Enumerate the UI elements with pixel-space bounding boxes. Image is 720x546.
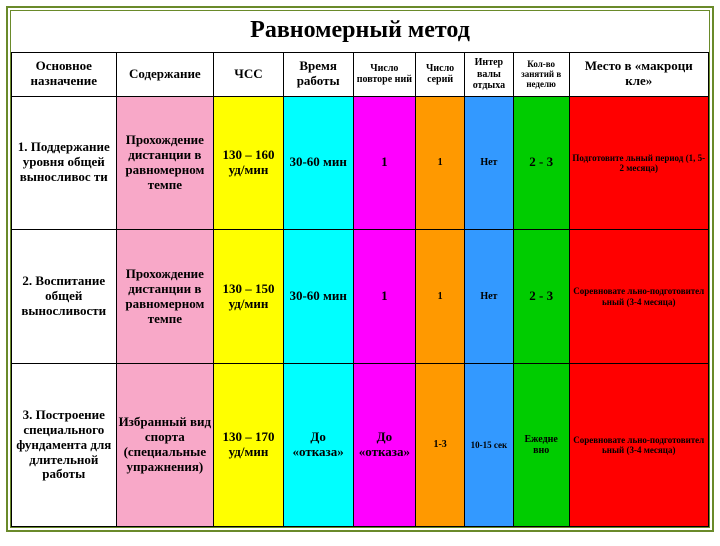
cell-content: Прохождение дистанции в равномерном темп…: [116, 96, 214, 230]
outer-frame: Равномерный метод Основное назначение Со…: [6, 6, 714, 532]
col-worktime: Время работы: [283, 53, 353, 97]
col-rest: Интер валы отдыха: [465, 53, 514, 97]
cell-reps: 1: [353, 230, 416, 364]
cell-time: 30-60 мин: [283, 230, 353, 364]
cell-purpose: 2. Воспитание общей выносливости: [12, 230, 117, 364]
cell-hr: 130 – 160 уд/мин: [214, 96, 284, 230]
cell-macro: Соревновате льно-подготовител ьный (3-4 …: [569, 364, 708, 527]
cell-perweek: Ежедне вно: [513, 364, 569, 527]
header-row: Основное назначение Содержание ЧСС Время…: [12, 53, 709, 97]
table-row: 2. Воспитание общей выносливости Прохожд…: [12, 230, 709, 364]
col-hr: ЧСС: [214, 53, 284, 97]
cell-reps: 1: [353, 96, 416, 230]
cell-hr: 130 – 170 уд/мин: [214, 364, 284, 527]
cell-macro: Соревновате льно-подготовител ьный (3-4 …: [569, 230, 708, 364]
cell-rest: Нет: [465, 96, 514, 230]
col-series: Число серий: [416, 53, 465, 97]
cell-time: 30-60 мин: [283, 96, 353, 230]
cell-content: Избранный вид спорта (специальные упражн…: [116, 364, 214, 527]
inner-frame: Равномерный метод Основное назначение Со…: [10, 10, 710, 528]
cell-series: 1-3: [416, 364, 465, 527]
cell-series: 1: [416, 230, 465, 364]
col-macro: Место в «макроци кле»: [569, 53, 708, 97]
cell-purpose: 1. Поддержание уровня общей выносливос т…: [12, 96, 117, 230]
cell-series: 1: [416, 96, 465, 230]
col-purpose: Основное назначение: [12, 53, 117, 97]
cell-perweek: 2 - 3: [513, 230, 569, 364]
page-title: Равномерный метод: [11, 11, 709, 52]
col-reps: Число повторе ний: [353, 53, 416, 97]
method-table: Основное назначение Содержание ЧСС Время…: [11, 52, 709, 527]
cell-purpose: 3. Построение специального фундамента дл…: [12, 364, 117, 527]
cell-hr: 130 – 150 уд/мин: [214, 230, 284, 364]
cell-time: До «отказа»: [283, 364, 353, 527]
cell-rest: 10-15 сек: [465, 364, 514, 527]
cell-perweek: 2 - 3: [513, 96, 569, 230]
cell-reps: До «отказа»: [353, 364, 416, 527]
cell-rest: Нет: [465, 230, 514, 364]
col-content: Содержание: [116, 53, 214, 97]
table-row: 3. Построение специального фундамента дл…: [12, 364, 709, 527]
col-perweek: Кол-во занятий в неделю: [513, 53, 569, 97]
table-row: 1. Поддержание уровня общей выносливос т…: [12, 96, 709, 230]
cell-macro: Подготовите льный период (1, 5-2 месяца): [569, 96, 708, 230]
cell-content: Прохождение дистанции в равномерном темп…: [116, 230, 214, 364]
